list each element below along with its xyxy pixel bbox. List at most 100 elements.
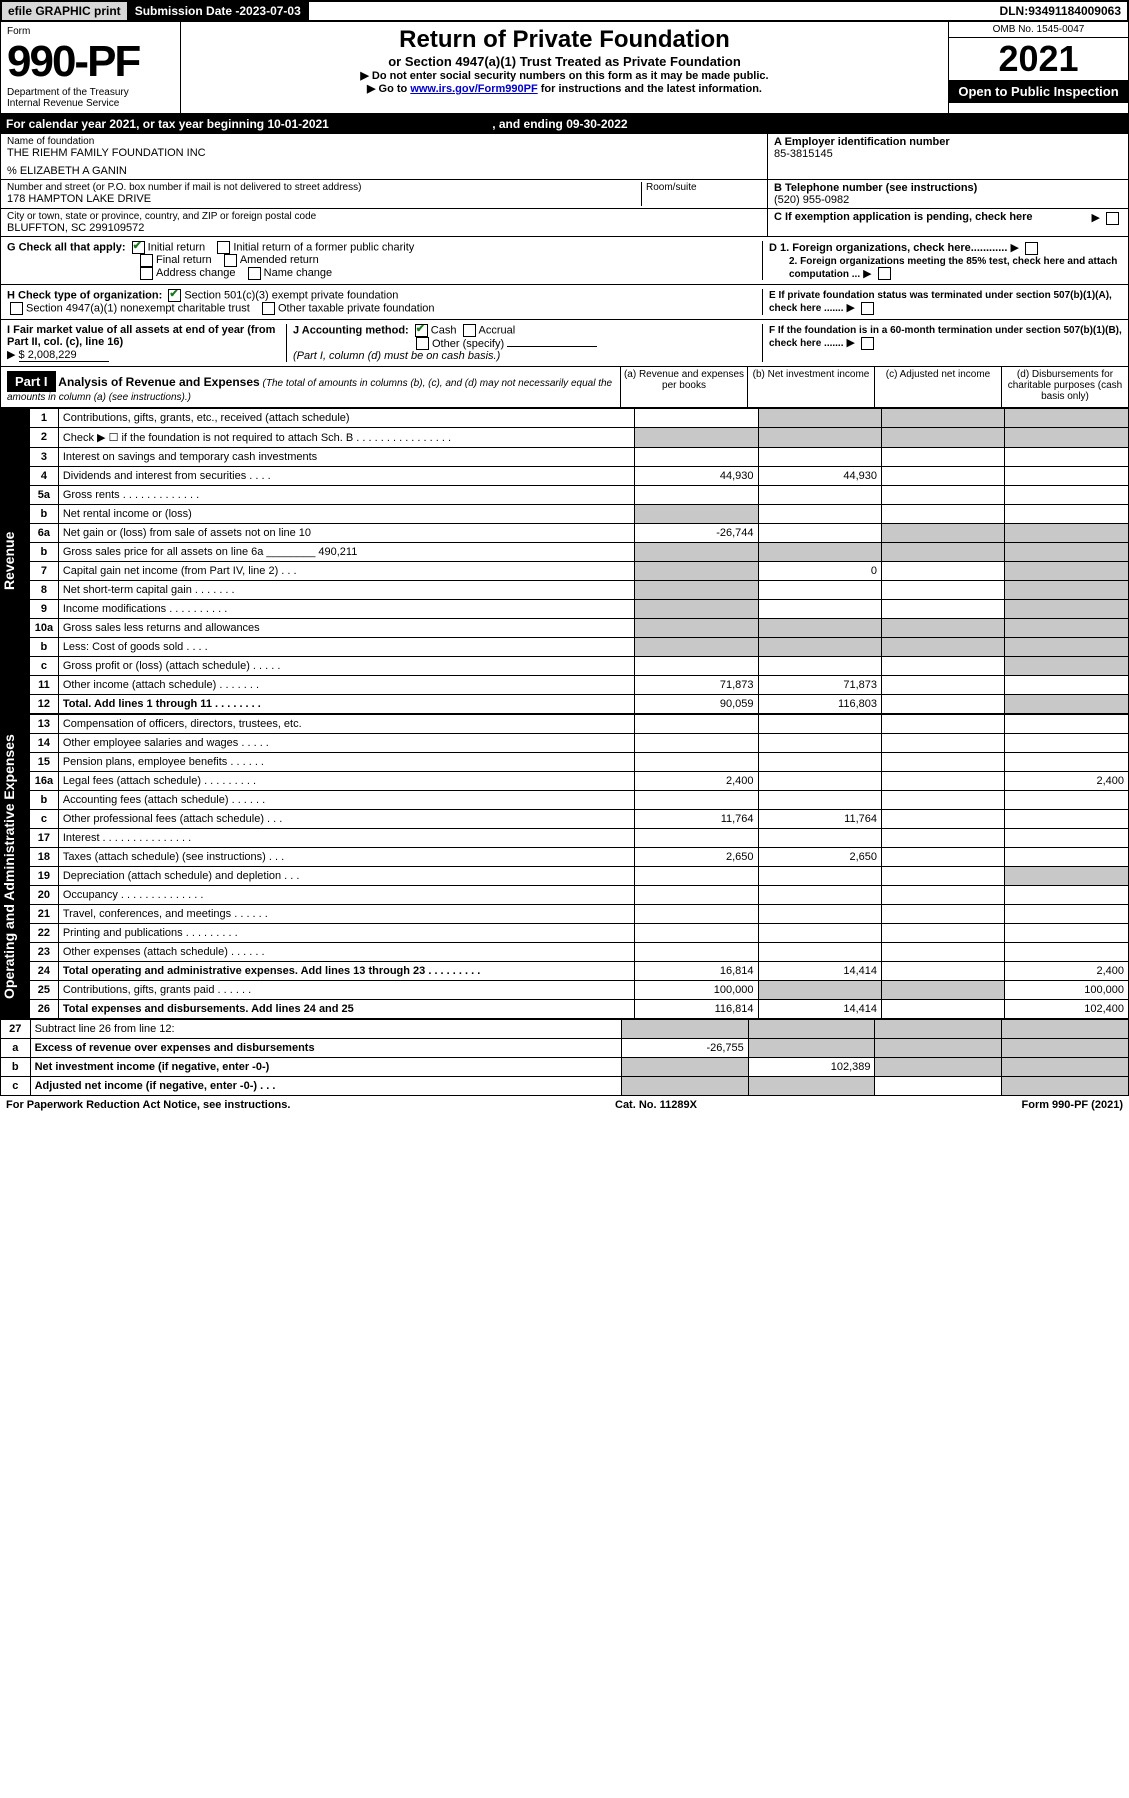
d1-checkbox[interactable] xyxy=(1025,242,1038,255)
cell-r13-c xyxy=(882,715,1005,734)
cell-r15-c xyxy=(882,753,1005,772)
cell-r22-d xyxy=(1005,924,1129,943)
cell-r13-b xyxy=(758,715,881,734)
g-name-checkbox[interactable] xyxy=(248,267,261,280)
cell-r6b-b xyxy=(758,543,881,562)
d2-label: 2. Foreign organizations meeting the 85%… xyxy=(789,256,1117,280)
row-r24: 24 Total operating and administrative ex… xyxy=(30,962,1129,981)
row-r18: 18 Taxes (attach schedule) (see instruct… xyxy=(30,848,1129,867)
phone-label: B Telephone number (see instructions) xyxy=(774,182,1122,194)
name-label: Name of foundation xyxy=(7,136,761,147)
e-checkbox[interactable] xyxy=(861,302,874,315)
cell-r10a-c xyxy=(882,619,1005,638)
row-r6a: 6a Net gain or (loss) from sale of asset… xyxy=(30,524,1129,543)
form990pf-link[interactable]: www.irs.gov/Form990PF xyxy=(410,83,537,95)
cell-r10b-a xyxy=(635,638,758,657)
j-accrual-checkbox[interactable] xyxy=(463,324,476,337)
cell-r10b-d xyxy=(1005,638,1129,657)
c-checkbox[interactable] xyxy=(1106,212,1119,225)
g-final-checkbox[interactable] xyxy=(140,254,153,267)
cell-r23-d xyxy=(1005,943,1129,962)
row-r23: 23 Other expenses (attach schedule) . . … xyxy=(30,943,1129,962)
identity-row-2: Number and street (or P.O. box number if… xyxy=(0,180,1129,209)
cell-r24-b: 14,414 xyxy=(758,962,881,981)
cell-r8-d xyxy=(1005,581,1129,600)
d2-checkbox[interactable] xyxy=(878,267,891,280)
row-r17: 17 Interest . . . . . . . . . . . . . . … xyxy=(30,829,1129,848)
cell-r22-b xyxy=(758,924,881,943)
cell-r23-b xyxy=(758,943,881,962)
cell-r15-d xyxy=(1005,753,1129,772)
cell-r20-c xyxy=(882,886,1005,905)
h-other-checkbox[interactable] xyxy=(262,302,275,315)
cell-r14-b xyxy=(758,734,881,753)
omb: OMB No. 1545-0047 xyxy=(949,22,1128,38)
cell-r18-b: 2,650 xyxy=(758,848,881,867)
row-r8: 8 Net short-term capital gain . . . . . … xyxy=(30,581,1129,600)
cell-r17-d xyxy=(1005,829,1129,848)
cell-r13-a xyxy=(635,715,758,734)
g-initial-checkbox[interactable] xyxy=(132,241,145,254)
j-note: (Part I, column (d) must be on cash basi… xyxy=(293,350,500,362)
cell-r12-d xyxy=(1005,695,1129,714)
cell-r27a-d xyxy=(1002,1039,1129,1058)
cell-r16c-b: 11,764 xyxy=(758,810,881,829)
row-r3: 3 Interest on savings and temporary cash… xyxy=(30,448,1129,467)
cell-r15-a xyxy=(635,753,758,772)
cell-r26-d: 102,400 xyxy=(1005,1000,1129,1019)
street-address: 178 HAMPTON LAKE DRIVE xyxy=(7,193,641,205)
cell-r9-b xyxy=(758,600,881,619)
row-r11: 11 Other income (attach schedule) . . . … xyxy=(30,676,1129,695)
g-amended-checkbox[interactable] xyxy=(224,254,237,267)
form-header: Form 990-PF Department of the Treasury I… xyxy=(0,22,1129,114)
cell-r14-c xyxy=(882,734,1005,753)
cell-r9-d xyxy=(1005,600,1129,619)
h-4947-checkbox[interactable] xyxy=(10,302,23,315)
cell-r4-b: 44,930 xyxy=(758,467,881,486)
col-a-header: (a) Revenue and expenses per books xyxy=(621,367,748,407)
g-addr-checkbox[interactable] xyxy=(140,267,153,280)
cell-r2-b xyxy=(758,428,881,448)
form-title: Return of Private Foundation xyxy=(185,26,944,54)
row-r16a: 16a Legal fees (attach schedule) . . . .… xyxy=(30,772,1129,791)
cell-r27b-d xyxy=(1002,1058,1129,1077)
cell-r27b-b: 102,389 xyxy=(748,1058,875,1077)
cell-r27b-c xyxy=(875,1058,1002,1077)
room-label: Room/suite xyxy=(641,182,761,206)
cell-r17-c xyxy=(882,829,1005,848)
foundation-name: THE RIEHM FAMILY FOUNDATION INC xyxy=(7,147,761,159)
g-initial-former-checkbox[interactable] xyxy=(217,241,230,254)
cell-r11-d xyxy=(1005,676,1129,695)
note-ssn: Do not enter social security numbers on … xyxy=(185,69,944,82)
f-checkbox[interactable] xyxy=(861,337,874,350)
section-h-e: H Check type of organization: Section 50… xyxy=(0,285,1129,320)
f-label: F If the foundation is in a 60-month ter… xyxy=(769,325,1122,349)
cell-r15-b xyxy=(758,753,881,772)
cell-r24-d: 2,400 xyxy=(1005,962,1129,981)
cell-r7-d xyxy=(1005,562,1129,581)
cell-r21-b xyxy=(758,905,881,924)
col-b-header: (b) Net investment income xyxy=(748,367,875,407)
cell-r12-a: 90,059 xyxy=(635,695,758,714)
h-501c3-checkbox[interactable] xyxy=(168,289,181,302)
cell-r26-c xyxy=(882,1000,1005,1019)
j-other-checkbox[interactable] xyxy=(416,337,429,350)
part1-tag: Part I xyxy=(7,371,56,392)
j-cash-checkbox[interactable] xyxy=(415,324,428,337)
page-footer: For Paperwork Reduction Act Notice, see … xyxy=(0,1096,1129,1114)
cell-r27-b xyxy=(748,1020,875,1039)
row-r27a: a Excess of revenue over expenses and di… xyxy=(1,1039,1129,1058)
revenue-side-label: Revenue xyxy=(1,408,29,714)
cell-r7-c xyxy=(882,562,1005,581)
expenses-block: Operating and Administrative Expenses 13… xyxy=(0,714,1129,1019)
cell-r3-c xyxy=(882,448,1005,467)
cell-r12-c xyxy=(882,695,1005,714)
row-r10b: b Less: Cost of goods sold . . . . xyxy=(30,638,1129,657)
cell-r10a-b xyxy=(758,619,881,638)
cell-r20-b xyxy=(758,886,881,905)
col-d-header: (d) Disbursements for charitable purpose… xyxy=(1002,367,1128,407)
cell-r23-c xyxy=(882,943,1005,962)
cell-r5a-d xyxy=(1005,486,1129,505)
efile-print-button[interactable]: efile GRAPHIC print xyxy=(2,2,129,20)
cell-r6b-c xyxy=(882,543,1005,562)
